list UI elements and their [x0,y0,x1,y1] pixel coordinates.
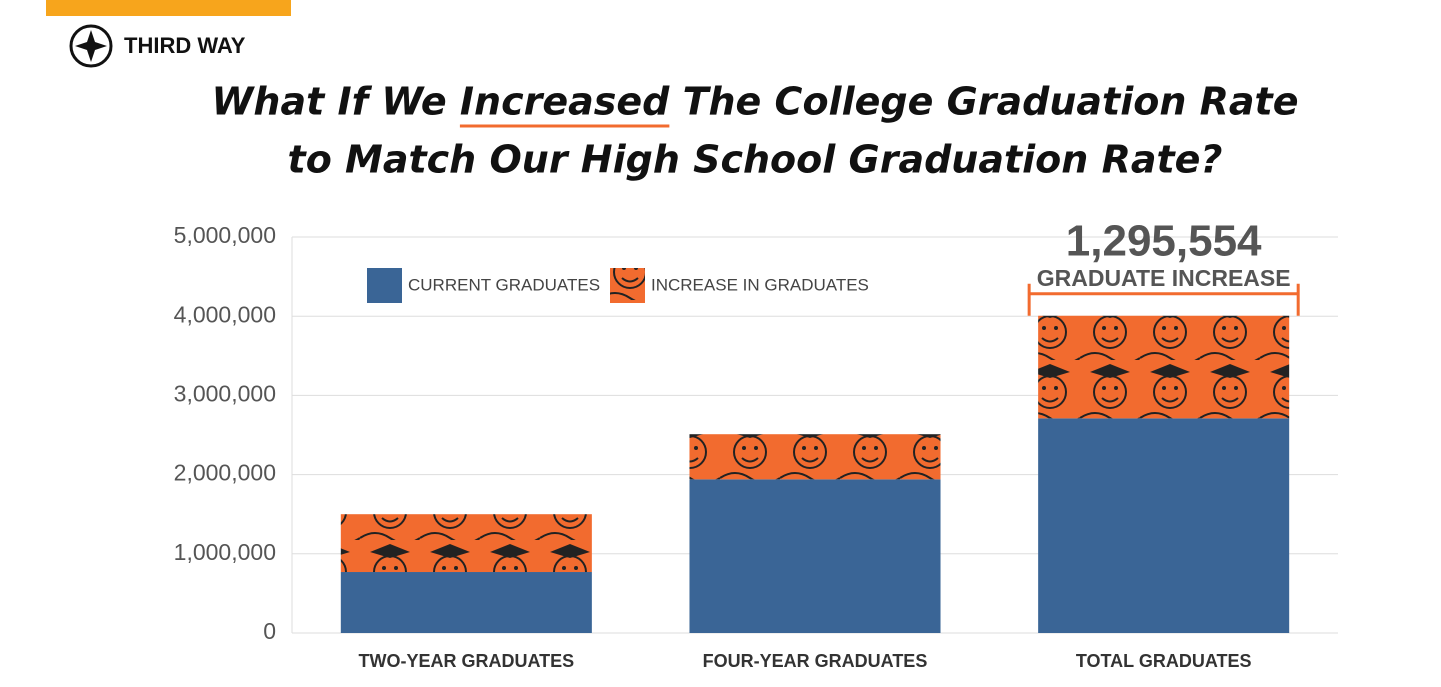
y-tick-label: 2,000,000 [174,460,276,486]
y-tick-label: 5,000,000 [174,222,276,248]
x-tick-label: FOUR-YEAR GRADUATES [703,651,928,671]
chart-title: What If We Increased The College Graduat… [212,80,1299,124]
bar-segment [340,514,592,573]
data-label: 1,295,554 [1066,216,1262,265]
legend-swatch [367,268,402,303]
legend-swatch [610,268,645,303]
brand-logo [69,24,113,68]
bar-segment [1038,315,1290,419]
bar-segment [689,479,941,633]
chart-title: to Match Our High School Graduation Rate… [288,138,1223,182]
annotation-bracket [1027,283,1300,316]
brand-bar [46,0,291,16]
brand-name: THIRD WAY [124,33,246,58]
bar-segment [1038,418,1290,633]
y-tick-label: 0 [263,618,276,644]
bar-segment [689,434,941,480]
x-tick-label: TWO-YEAR GRADUATES [358,651,574,671]
x-tick-label: TOTAL GRADUATES [1076,651,1252,671]
y-tick-label: 4,000,000 [174,301,276,327]
legend-label: CURRENT GRADUATES [408,275,600,294]
legend-label: INCREASE IN GRADUATES [651,275,869,294]
annotation: GRADUATE INCREASE [1037,265,1291,291]
bar-segment [340,572,592,633]
y-tick-label: 3,000,000 [174,380,276,406]
y-tick-label: 1,000,000 [174,539,276,565]
